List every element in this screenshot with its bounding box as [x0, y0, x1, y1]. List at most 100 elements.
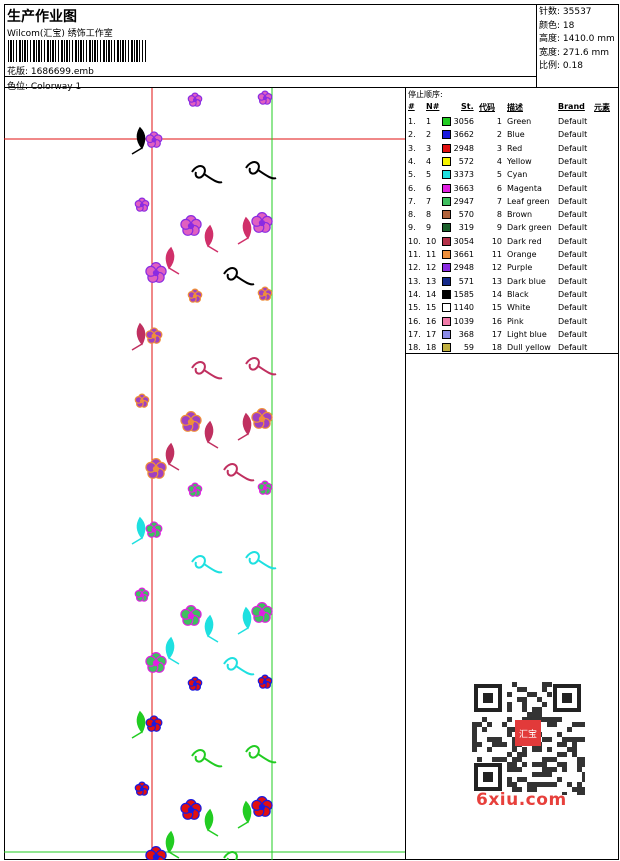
header-divider	[4, 76, 537, 77]
row-stitches: 572	[458, 156, 474, 166]
stat-height: 高度: 1410.0 mm	[539, 34, 615, 44]
row-description: Brown	[507, 210, 533, 220]
row-code: 11	[491, 250, 502, 259]
flower-center	[258, 609, 266, 617]
qr-module	[537, 747, 542, 752]
qr-module	[582, 787, 587, 792]
stop-sequence-row: 13. 13 571 13 Dark blue Default	[406, 275, 619, 288]
col-header-stitches: St.	[461, 102, 474, 111]
row-number: 4	[426, 156, 432, 166]
qr-module	[507, 707, 512, 712]
row-brand: Default	[558, 289, 588, 299]
qr-module	[537, 707, 542, 712]
qr-module	[512, 727, 517, 732]
leaf-icon	[131, 322, 146, 351]
stop-sequence-panel: 停止顺序: # N# St. 代码 描述 Brand 元素 1. 1 3056 1 Gr…	[406, 88, 619, 354]
stop-sequence-row: 6. 6 3663 6 Magenta Default	[406, 182, 619, 195]
qr-module	[547, 722, 552, 727]
row-brand: Default	[558, 329, 588, 339]
qr-module	[497, 757, 502, 762]
row-stitches: 1585	[453, 289, 474, 299]
qr-module	[472, 732, 477, 737]
qr-module	[512, 682, 517, 687]
qr-module	[507, 717, 512, 722]
row-number: 5	[426, 170, 432, 180]
preview-canvas	[4, 88, 405, 860]
row-stitches: 3056	[453, 117, 474, 126]
row-stitches: 3663	[453, 183, 474, 193]
row-seq: 12.	[408, 263, 421, 273]
qr-module	[507, 762, 512, 767]
qr-module	[532, 712, 537, 717]
leaf-icon	[237, 606, 252, 635]
row-stitches: 3661	[453, 250, 474, 259]
row-brand: Default	[558, 156, 588, 166]
qr-module	[472, 742, 477, 747]
stat-scale: 比例: 0.18	[539, 61, 583, 71]
qr-module	[517, 787, 522, 792]
row-number: 17	[426, 329, 437, 339]
row-description: Black	[507, 289, 529, 299]
qr-module	[567, 737, 572, 742]
qr-module	[572, 747, 577, 752]
qr-module	[507, 752, 512, 757]
row-code: 17	[491, 329, 502, 339]
qr-module	[522, 697, 527, 702]
stop-sequence-row: 3. 3 2948 3 Red Default	[406, 142, 619, 155]
row-seq: 4.	[408, 156, 416, 166]
qr-module	[512, 737, 517, 742]
flower-center	[187, 806, 195, 814]
qr-module	[537, 772, 542, 777]
row-seq: 14.	[408, 289, 421, 299]
stop-sequence-row: 4. 4 572 4 Yellow Default	[406, 155, 619, 168]
color-swatch	[442, 250, 451, 259]
stop-sequence-row: 12. 12 2948 12 Purple Default	[406, 261, 619, 274]
row-seq: 15.	[408, 303, 421, 313]
qr-module	[557, 752, 562, 757]
flower-center	[187, 222, 195, 230]
qr-module	[537, 717, 542, 722]
leaf-icon	[165, 636, 180, 665]
qr-module	[582, 722, 587, 727]
qr-module	[577, 762, 582, 767]
qr-module	[547, 757, 552, 762]
row-number: 9	[426, 223, 432, 233]
flower-center	[151, 137, 157, 143]
qr-module	[552, 767, 557, 772]
qr-module	[472, 727, 477, 732]
col-header-no: N#	[426, 102, 440, 111]
qr-module	[492, 742, 497, 747]
row-code: 5	[496, 170, 502, 180]
qr-module	[472, 747, 477, 752]
stop-sequence-row: 9. 9 319 9 Dark green Default	[406, 221, 619, 234]
qr-module	[562, 752, 567, 757]
row-seq: 5.	[408, 170, 416, 180]
row-description: Dull yellow	[507, 343, 551, 353]
qr-module	[552, 717, 557, 722]
row-brand: Default	[558, 316, 588, 326]
qr-module	[507, 692, 512, 697]
qr-module	[522, 717, 527, 722]
stop-sequence-row: 5. 5 3373 5 Cyan Default	[406, 168, 619, 181]
qr-module	[567, 747, 572, 752]
qr-code-watermark: 汇宝	[470, 680, 587, 797]
color-swatch	[442, 143, 451, 153]
color-swatch	[442, 276, 451, 286]
small-flower-center	[139, 202, 145, 208]
qr-module	[512, 782, 517, 787]
qr-module	[487, 722, 492, 727]
flower-center	[258, 415, 266, 423]
row-seq: 9.	[408, 223, 416, 233]
stat-width: 宽度: 271.6 mm	[539, 47, 610, 58]
qr-module	[557, 777, 562, 782]
design-file-label: 花版: 1686699.emb	[7, 67, 94, 77]
company-name: Wilcom(汇宝) 绣饰工作室	[7, 29, 113, 39]
flower-center	[152, 853, 160, 860]
swirl	[223, 851, 238, 860]
stat-stitches: 针数: 35537	[539, 7, 592, 17]
row-code: 13	[491, 276, 502, 286]
qr-module	[537, 697, 542, 702]
qr-module	[532, 692, 537, 697]
qr-module	[502, 742, 507, 747]
stop-sequence-row: 10. 10 3054 10 Dark red Default	[406, 235, 619, 248]
